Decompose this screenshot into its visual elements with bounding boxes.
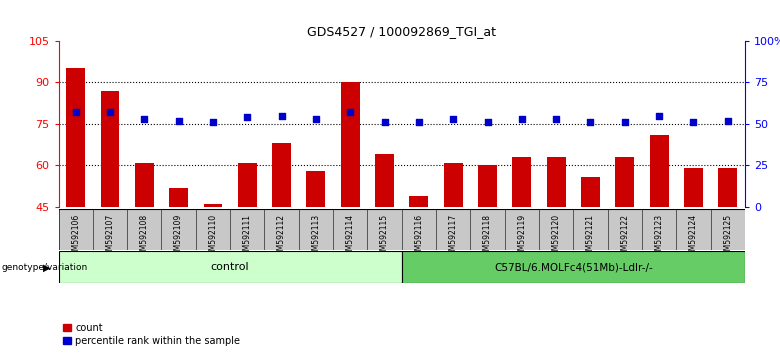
Text: GSM592116: GSM592116 — [414, 214, 424, 260]
Point — [619, 119, 631, 125]
Text: GSM592119: GSM592119 — [517, 214, 526, 260]
Point — [550, 116, 562, 122]
Text: GSM592121: GSM592121 — [586, 214, 595, 260]
Bar — [410, 196, 428, 207]
Bar — [718, 168, 737, 207]
Bar — [66, 68, 85, 207]
Bar — [615, 157, 634, 207]
Point — [584, 119, 597, 125]
Point — [172, 118, 185, 124]
Text: GSM592122: GSM592122 — [620, 214, 629, 260]
Text: GSM592110: GSM592110 — [208, 214, 218, 260]
Bar — [58, 251, 402, 283]
Text: GSM592120: GSM592120 — [551, 214, 561, 260]
Text: GSM592123: GSM592123 — [654, 214, 664, 260]
Bar — [169, 188, 188, 207]
Text: GSM592113: GSM592113 — [311, 214, 321, 260]
Point — [310, 116, 322, 122]
Point — [722, 118, 734, 124]
Text: control: control — [211, 262, 250, 272]
Bar — [402, 251, 745, 283]
Bar — [341, 82, 360, 207]
Point — [378, 119, 391, 125]
Point — [653, 113, 665, 118]
Text: GSM592107: GSM592107 — [105, 214, 115, 260]
Point — [687, 119, 700, 125]
Text: GSM592125: GSM592125 — [723, 214, 732, 260]
Bar — [478, 166, 497, 207]
Bar — [238, 163, 257, 207]
Bar — [204, 204, 222, 207]
Bar — [101, 91, 119, 207]
Point — [275, 113, 288, 118]
Text: GSM592114: GSM592114 — [346, 214, 355, 260]
Bar — [581, 177, 600, 207]
Text: GSM592124: GSM592124 — [689, 214, 698, 260]
Bar — [58, 209, 745, 250]
Point — [207, 119, 219, 125]
Text: genotype/variation: genotype/variation — [2, 263, 88, 272]
Bar — [375, 154, 394, 207]
Legend: count, percentile rank within the sample: count, percentile rank within the sample — [63, 323, 240, 346]
Bar — [547, 157, 566, 207]
Text: GSM592112: GSM592112 — [277, 214, 286, 260]
Text: GSM592117: GSM592117 — [448, 214, 458, 260]
Bar — [272, 143, 291, 207]
Bar — [307, 171, 325, 207]
Point — [344, 109, 356, 115]
Text: GSM592108: GSM592108 — [140, 214, 149, 260]
Bar — [135, 163, 154, 207]
Point — [447, 116, 459, 122]
Point — [104, 109, 116, 115]
Bar — [512, 157, 531, 207]
Text: GSM592111: GSM592111 — [243, 214, 252, 260]
Title: GDS4527 / 100092869_TGI_at: GDS4527 / 100092869_TGI_at — [307, 25, 496, 38]
Text: GSM592106: GSM592106 — [71, 214, 80, 260]
Point — [481, 119, 494, 125]
Text: GSM592118: GSM592118 — [483, 214, 492, 260]
Point — [69, 109, 82, 115]
Bar — [650, 135, 668, 207]
Bar — [444, 163, 463, 207]
Point — [138, 116, 151, 122]
Text: C57BL/6.MOLFc4(51Mb)-Ldlr-/-: C57BL/6.MOLFc4(51Mb)-Ldlr-/- — [494, 262, 653, 272]
Point — [413, 119, 425, 125]
Point — [516, 116, 528, 122]
Text: ▶: ▶ — [43, 262, 51, 272]
Bar — [684, 168, 703, 207]
Text: GSM592115: GSM592115 — [380, 214, 389, 260]
Text: GSM592109: GSM592109 — [174, 214, 183, 260]
Point — [241, 114, 254, 120]
